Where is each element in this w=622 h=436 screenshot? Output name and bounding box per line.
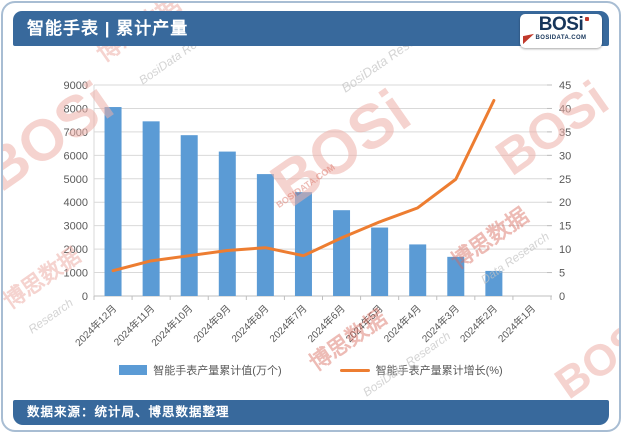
x-axis-tick-label: 2024年9月 bbox=[190, 302, 233, 345]
production-bar bbox=[333, 210, 351, 296]
left-axis-tick-label: 1000 bbox=[64, 268, 88, 280]
bosi-logo-domain: BOSIDATA.COM bbox=[535, 35, 587, 41]
watermark-text: Research bbox=[25, 295, 76, 337]
footer-bar: 数据来源：统计局、博思数据整理 bbox=[13, 400, 609, 425]
production-bar bbox=[409, 244, 427, 296]
left-axis-tick-label: 4000 bbox=[64, 197, 88, 209]
left-axis-tick-label: 3000 bbox=[64, 221, 88, 233]
x-axis-tick-label: 2024年2月 bbox=[457, 302, 500, 345]
watermark-text: BOSi bbox=[485, 70, 619, 186]
legend-item-growth: 智能手表产量累计增长(%) bbox=[339, 362, 503, 378]
production-bar bbox=[371, 227, 389, 296]
right-axis-tick-label: 40 bbox=[559, 103, 571, 115]
legend-item-production: 智能手表产量累计值(万个) bbox=[119, 362, 282, 378]
bosi-logo-text: BOSi bbox=[538, 14, 584, 35]
left-axis-tick-label: 8000 bbox=[64, 103, 88, 115]
production-bar bbox=[142, 121, 160, 296]
right-axis-tick-label: 25 bbox=[559, 174, 571, 186]
production-bar bbox=[180, 135, 198, 296]
right-axis-tick-label: 0 bbox=[559, 291, 565, 303]
logo-red-dot-icon bbox=[585, 17, 589, 21]
x-axis-tick-label: 2024年10月 bbox=[148, 302, 195, 349]
production-bar bbox=[218, 151, 236, 296]
left-axis-tick-label: 0 bbox=[82, 291, 88, 303]
x-axis-tick-label: 2024年7月 bbox=[267, 302, 310, 345]
right-axis-tick-label: 5 bbox=[559, 268, 565, 280]
x-axis-tick-label: 2024年8月 bbox=[228, 302, 271, 345]
production-bar bbox=[256, 174, 274, 296]
production-bar bbox=[447, 256, 465, 296]
chart-legend: 智能手表产量累计值(万个) 智能手表产量累计增长(%) bbox=[3, 361, 619, 379]
watermark-text: BOSIDATA.COM bbox=[274, 162, 337, 210]
header-bar: 智能手表 | 累计产量 BOSi BOSIDATA.COM bbox=[13, 11, 609, 48]
left-axis-tick-label: 9000 bbox=[64, 80, 88, 92]
left-axis-tick-label: 5000 bbox=[64, 174, 88, 186]
right-axis-tick-label: 30 bbox=[559, 150, 571, 162]
x-axis-tick-label: 2024年5月 bbox=[343, 302, 386, 345]
x-axis-tick-label: 2024年6月 bbox=[305, 302, 348, 345]
right-axis-tick-label: 15 bbox=[559, 221, 571, 233]
left-axis-tick-label: 2000 bbox=[64, 244, 88, 256]
watermark-text: Data Research bbox=[478, 229, 552, 287]
production-bar bbox=[104, 107, 122, 296]
right-axis-tick-label: 35 bbox=[559, 127, 571, 139]
left-axis-tick-label: 6000 bbox=[64, 150, 88, 162]
logo-red-triangle-icon bbox=[523, 33, 534, 45]
x-axis-tick-label: 2024年12月 bbox=[72, 302, 119, 349]
legend-line-swatch-icon bbox=[339, 368, 370, 372]
x-axis-tick-label: 2024年4月 bbox=[381, 302, 424, 345]
right-axis-tick-label: 20 bbox=[559, 197, 571, 209]
right-axis-tick-label: 45 bbox=[559, 80, 571, 92]
watermark-text: 博思数据 bbox=[446, 202, 534, 274]
right-axis-tick-label: 10 bbox=[559, 244, 571, 256]
x-axis-tick-label: 2024年3月 bbox=[419, 302, 462, 345]
watermark-text: BOSi bbox=[3, 69, 125, 204]
watermark-text: BOSi bbox=[546, 306, 619, 409]
left-axis-tick-label: 7000 bbox=[64, 127, 88, 139]
watermark-text: BOSi bbox=[258, 76, 423, 221]
watermark-text: 博思数据 bbox=[3, 242, 86, 314]
bosi-logo: BOSi BOSIDATA.COM bbox=[520, 14, 602, 48]
legend-label-growth: 智能手表产量累计增长(%) bbox=[375, 365, 503, 377]
production-bar bbox=[294, 192, 312, 296]
legend-label-production: 智能手表产量累计值(万个) bbox=[153, 365, 282, 377]
growth-line bbox=[111, 98, 496, 273]
data-source-text: 数据来源：统计局、博思数据整理 bbox=[27, 405, 230, 419]
page-title: 智能手表 | 累计产量 bbox=[27, 19, 189, 38]
x-axis-tick-label: 2024年11月 bbox=[111, 302, 157, 348]
x-axis-tick-label: 2024年1月 bbox=[495, 302, 538, 345]
legend-bar-swatch-icon bbox=[119, 365, 148, 375]
production-bar bbox=[485, 270, 503, 296]
